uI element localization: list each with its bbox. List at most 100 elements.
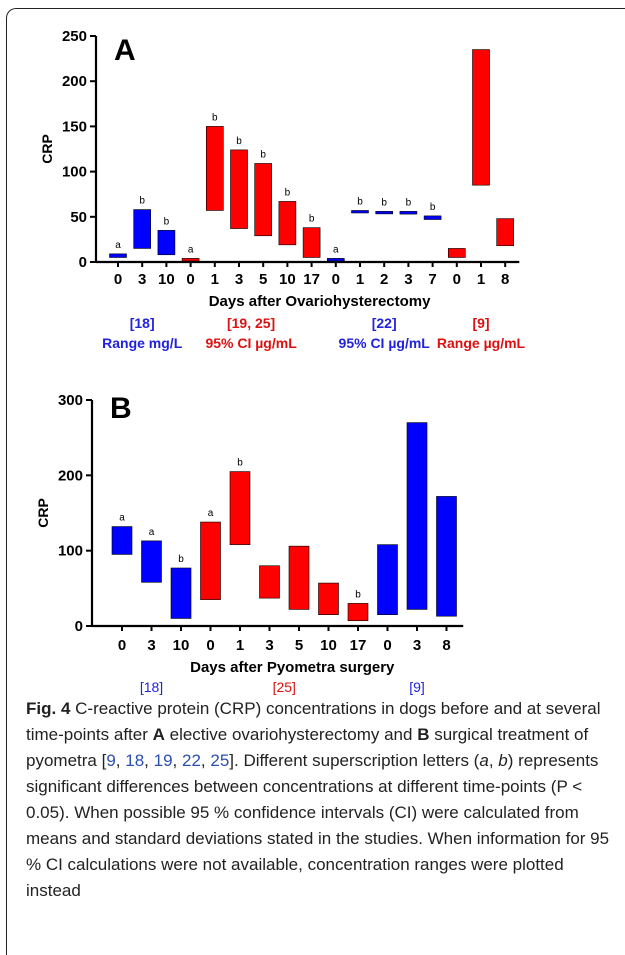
- x-tick-label: 3: [138, 271, 146, 288]
- measure-label: 95% CI µg/mL: [339, 335, 431, 351]
- y-tick-label: 200: [62, 73, 87, 90]
- range-bar: [230, 149, 248, 229]
- significance-letter: a: [149, 527, 155, 538]
- significance-letter: b: [309, 214, 315, 225]
- range-bar: [288, 545, 310, 610]
- measure-label: Range mg/L: [102, 335, 183, 351]
- significance-letter: a: [208, 508, 214, 519]
- y-tick-label: 100: [62, 164, 87, 181]
- range-bar: [302, 227, 321, 258]
- measure-label: Range µg/mL: [437, 335, 526, 351]
- significance-letter: b: [236, 136, 242, 147]
- measure-label: Range mg/L: [111, 699, 192, 700]
- x-tick-label: 3: [147, 637, 155, 654]
- figure-caption: Fig. 4 C-reactive protein (CRP) concentr…: [26, 696, 616, 904]
- x-tick-label: 3: [413, 637, 421, 654]
- reference-label: [22]: [372, 315, 397, 331]
- caption-text: ,: [115, 751, 126, 770]
- y-tick-label: 200: [58, 467, 83, 484]
- citation-link[interactable]: 18: [125, 751, 145, 770]
- y-tick-label: 250: [62, 28, 87, 45]
- significance-letter: b: [237, 458, 243, 469]
- reference-label: [19, 25]: [227, 315, 275, 331]
- x-axis-label: Days after Pyometra surgery: [190, 659, 395, 676]
- x-tick-label: 0: [383, 637, 391, 654]
- x-tick-label: 10: [279, 271, 296, 288]
- significance-letter: b: [164, 216, 170, 227]
- x-tick-label: 3: [265, 637, 273, 654]
- caption-text: ,: [200, 751, 211, 770]
- range-bar: [406, 422, 428, 610]
- significance-letter: b: [178, 554, 184, 565]
- panel-label: B: [110, 392, 132, 425]
- x-tick-label: 0: [186, 271, 194, 288]
- range-bar: [254, 163, 272, 237]
- range-bar: [472, 49, 490, 186]
- caption-text: ,: [488, 751, 499, 770]
- significance-letter: a: [333, 244, 339, 255]
- x-tick-label: 7: [428, 271, 436, 288]
- range-bar: [377, 544, 398, 615]
- range-bar: [347, 603, 369, 622]
- caption-text: C-reactive protein (CRP) concentrations …: [26, 699, 601, 744]
- reference-label: [18]: [130, 315, 155, 331]
- significance-letter: b: [406, 197, 412, 208]
- x-tick-label: 10: [173, 637, 190, 654]
- range-bar: [200, 521, 221, 600]
- range-bar: [326, 258, 345, 262]
- x-tick-label: 17: [350, 637, 367, 654]
- range-bar: [278, 201, 297, 246]
- y-tick-label: 0: [75, 618, 83, 635]
- significance-letter: b: [381, 197, 387, 208]
- range-bar: [318, 582, 339, 615]
- y-axis-label: CRP: [35, 498, 51, 528]
- significance-letter: b: [212, 112, 218, 123]
- x-tick-label: 0: [206, 637, 214, 654]
- measure-label: 95% CI µg/mL: [205, 335, 297, 351]
- x-tick-label: 3: [404, 271, 412, 288]
- reference-label: [25]: [273, 679, 296, 695]
- x-tick-label: 2: [380, 271, 388, 288]
- caption-text: a: [479, 751, 489, 770]
- x-tick-label: 5: [259, 271, 267, 288]
- range-bar: [423, 215, 442, 220]
- x-tick-label: 1: [477, 271, 485, 288]
- citation-link[interactable]: 9: [106, 751, 116, 770]
- citation-link[interactable]: 19: [153, 751, 173, 770]
- significance-letter: a: [188, 244, 194, 255]
- significance-letter: b: [260, 149, 266, 160]
- reference-label: [9]: [409, 679, 425, 695]
- range-bar: [181, 258, 200, 262]
- caption-text: ) represents significant differences bet…: [26, 751, 610, 900]
- range-bar: [351, 210, 369, 214]
- x-tick-label: 0: [332, 271, 340, 288]
- x-tick-label: 0: [114, 271, 122, 288]
- range-bar: [259, 565, 280, 599]
- range-bar: [206, 126, 224, 211]
- figure-border: [6, 8, 625, 955]
- range-bar: [447, 248, 466, 258]
- y-tick-label: 300: [58, 392, 83, 409]
- citation-link[interactable]: 25: [210, 751, 230, 770]
- x-tick-label: 3: [235, 271, 243, 288]
- x-tick-label: 1: [211, 271, 219, 288]
- x-axis-label: Days after Ovariohysterectomy: [209, 293, 431, 310]
- x-tick-label: 8: [501, 271, 509, 288]
- caption-text: B: [417, 725, 430, 744]
- range-bar: [229, 471, 251, 545]
- significance-letter: a: [115, 240, 121, 251]
- significance-letter: b: [139, 196, 145, 207]
- range-bar: [436, 496, 457, 617]
- measure-label: 95% CI µg/mL: [239, 699, 331, 700]
- caption-text: elective ovariohysterectomy and: [164, 725, 418, 744]
- range-bar: [133, 209, 151, 249]
- x-tick-label: 0: [453, 271, 461, 288]
- caption-text: ]. Different superscription letters (: [229, 751, 480, 770]
- significance-letter: a: [119, 513, 125, 524]
- y-tick-label: 150: [62, 118, 87, 135]
- range-bar: [399, 211, 418, 215]
- caption-text: A: [152, 725, 165, 744]
- citation-link[interactable]: 22: [181, 751, 201, 770]
